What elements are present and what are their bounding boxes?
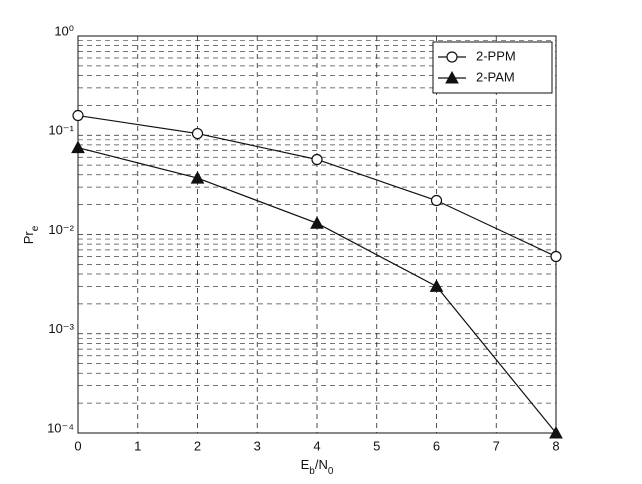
marker [311,153,323,166]
x-label-sub: 0 [328,466,334,477]
legend-box [432,41,553,94]
legend-marker [445,70,459,84]
y-tick-label: 10⁻¹ [48,123,74,138]
x-tick-label: 1 [134,438,141,453]
marker [190,171,205,184]
x-tick-label: 0 [74,438,81,453]
plot-frame [77,35,557,434]
y-tick-label: 10⁻² [48,222,74,237]
marker [430,194,443,207]
x-tick-label: 7 [493,438,500,453]
legend-label: 2-PAM [476,69,515,84]
x-label-sub: b [309,466,315,477]
x-label-part: /N [315,457,328,472]
x-tick-label: 8 [552,438,559,453]
marker [549,425,563,439]
marker [550,250,562,263]
y-label-sub: e [30,225,41,231]
marker [429,279,444,292]
marker [71,140,85,154]
y-axis-label: Pre [21,225,40,244]
x-tick-label: 2 [194,438,201,453]
y-tick-label: 10⁻³ [48,321,74,336]
legend-marker [446,51,458,63]
y-tick-label: 10⁻⁴ [47,420,74,435]
legend-label: 2-PPM [476,48,516,63]
x-label-part: E [301,457,310,472]
x-tick-label: 3 [254,438,261,453]
marker [191,127,204,140]
marker [310,216,324,229]
x-tick-label: 6 [433,438,440,453]
marker [72,109,84,122]
x-tick-label: 4 [313,438,320,453]
x-axis-label: Eb/N0 [301,457,334,476]
x-tick-label: 5 [373,438,380,453]
y-label-part: Pr [21,231,36,245]
y-tick-label: 10⁰ [54,23,74,38]
